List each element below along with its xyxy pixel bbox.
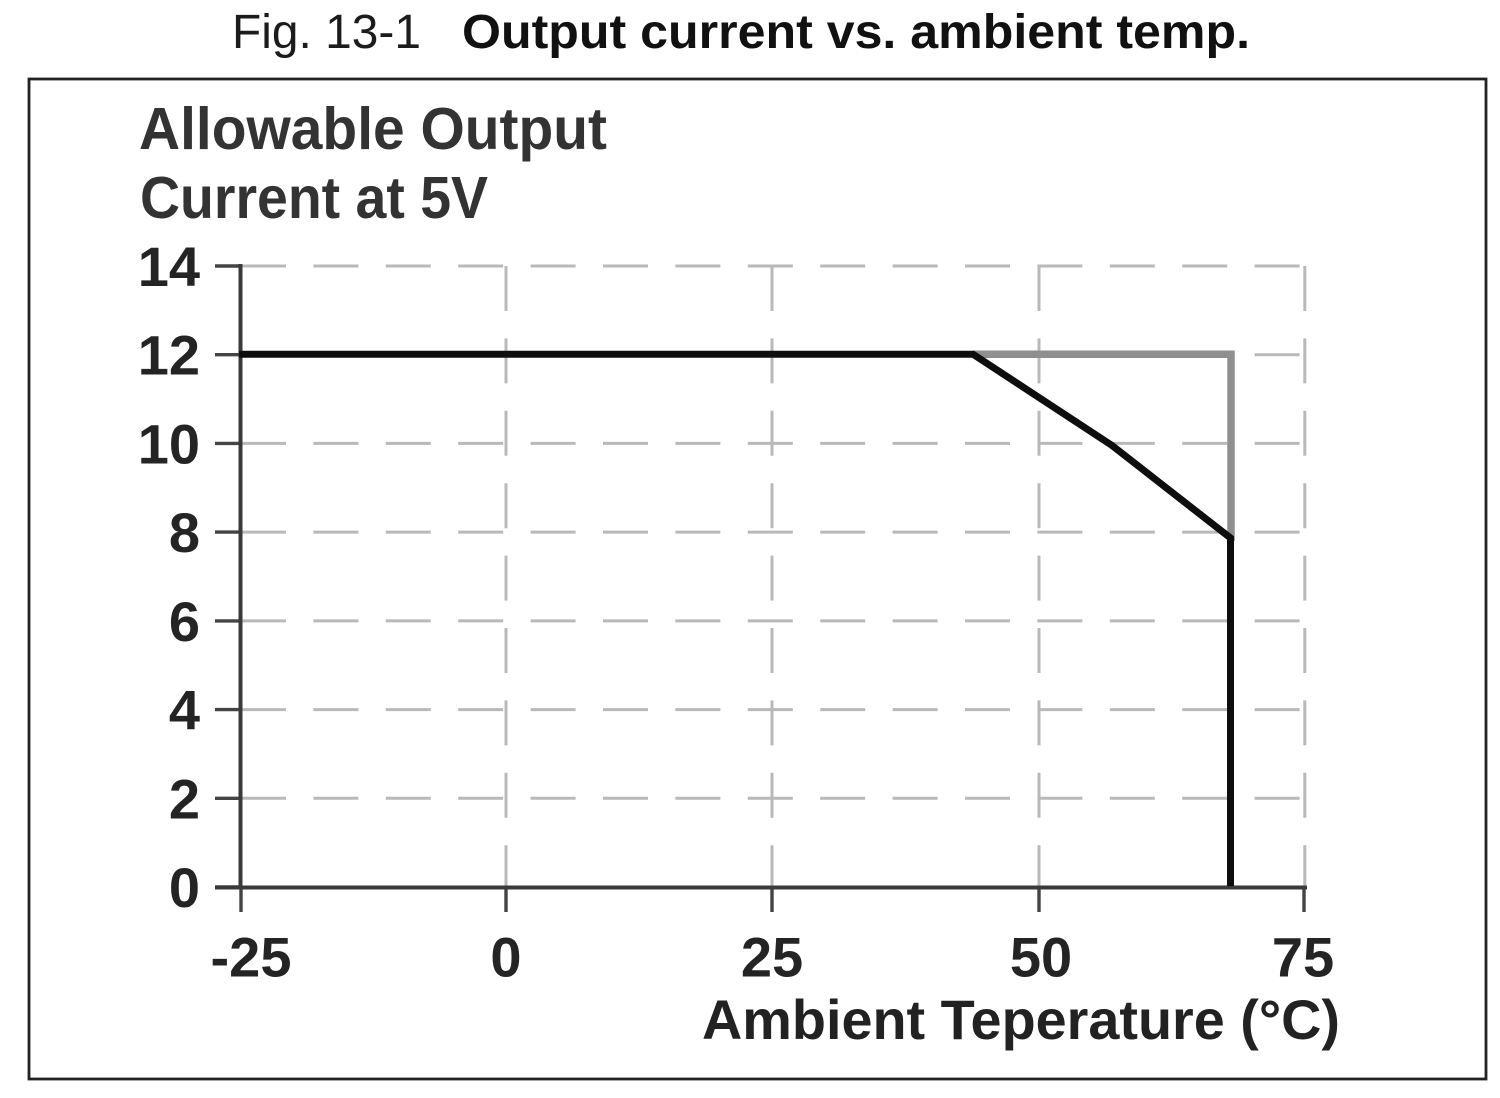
svg-text:-25: -25 [211,926,292,989]
svg-text:10: 10 [138,412,200,475]
svg-text:6: 6 [169,590,200,653]
svg-text:Fig. 13-1: Fig. 13-1 [232,6,421,59]
svg-text:Allowable Output: Allowable Output [139,95,607,162]
svg-text:Current at 5V: Current at 5V [140,164,488,231]
svg-text:4: 4 [169,679,200,742]
svg-text:8: 8 [169,501,200,564]
svg-text:0: 0 [490,926,521,989]
svg-text:50: 50 [1010,926,1072,989]
svg-text:12: 12 [138,324,200,387]
svg-text:14: 14 [138,235,200,298]
svg-text:Output current vs. ambient tem: Output current vs. ambient temp. [462,6,1250,59]
svg-text:0: 0 [169,856,200,919]
svg-text:25: 25 [741,926,803,989]
svg-text:2: 2 [169,767,200,830]
svg-text:75: 75 [1272,926,1334,989]
svg-text:Ambient Teperature (°C): Ambient Teperature (°C) [702,988,1340,1051]
